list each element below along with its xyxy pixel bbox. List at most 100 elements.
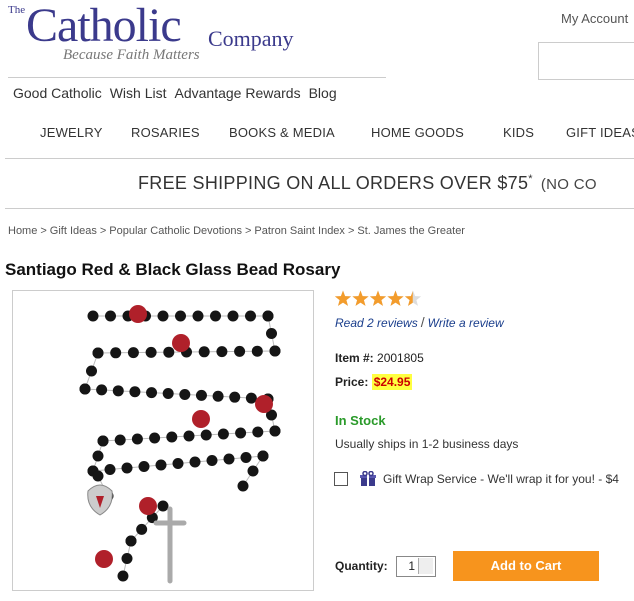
search-box[interactable] xyxy=(538,42,634,80)
breadcrumb-separator: > xyxy=(99,225,107,237)
bead xyxy=(200,429,212,441)
breadcrumb-separator: > xyxy=(244,225,252,237)
bead xyxy=(266,328,277,339)
breadcrumb-separator: > xyxy=(40,225,47,237)
bead xyxy=(223,453,235,465)
star-filled xyxy=(334,290,352,306)
top-link[interactable]: Advantage Rewards xyxy=(174,85,301,101)
top-link[interactable]: Good Catholic xyxy=(13,85,102,101)
quantity-value: 1 xyxy=(408,559,415,573)
star-filled xyxy=(404,291,413,306)
bead xyxy=(212,390,224,402)
breadcrumb-link[interactable]: Popular Catholic Devotions xyxy=(109,225,242,237)
bead xyxy=(227,310,239,322)
red-bead xyxy=(192,410,210,428)
bead xyxy=(269,425,281,437)
breadcrumb-link[interactable]: Home xyxy=(8,225,38,237)
bead xyxy=(92,450,104,462)
bead xyxy=(245,310,256,322)
bead xyxy=(162,388,174,400)
logo[interactable]: Catholic xyxy=(26,0,182,52)
my-account[interactable]: My Account xyxy=(561,11,629,26)
bead xyxy=(240,452,252,463)
product-image[interactable] xyxy=(12,290,314,591)
bead xyxy=(86,365,97,377)
shipping-note: Usually ships in 1-2 business days xyxy=(335,437,519,451)
nav-item[interactable]: GIFT IDEAS xyxy=(566,125,634,140)
bead xyxy=(121,462,133,474)
bead xyxy=(179,388,191,400)
bead xyxy=(129,386,141,398)
top-link[interactable]: Wish List xyxy=(109,85,167,101)
bead-chain xyxy=(79,305,281,584)
bead xyxy=(172,458,184,469)
bead xyxy=(163,346,175,358)
breadcrumb-link[interactable]: St. James the Greater xyxy=(357,225,465,237)
bead xyxy=(104,464,116,475)
chain xyxy=(130,505,164,542)
logo-suffix: Company xyxy=(208,26,294,51)
bead xyxy=(136,523,148,535)
breadcrumb-separator: > xyxy=(347,225,355,237)
gift-wrap-checkbox[interactable] xyxy=(334,472,348,486)
breadcrumb-link[interactable]: Gift Ideas xyxy=(49,225,97,237)
nav-item[interactable]: HOME GOODS xyxy=(371,125,465,140)
rosary-image xyxy=(79,305,281,584)
bead xyxy=(157,310,169,322)
breadcrumb: Home > Gift Ideas > Popular Catholic Devotio… xyxy=(8,225,465,237)
red-bead xyxy=(129,305,147,323)
chain xyxy=(84,388,269,400)
review-separator: / xyxy=(420,314,425,330)
price: Price: $24.95 xyxy=(335,374,413,390)
bead xyxy=(105,310,116,322)
star-filled xyxy=(352,290,369,306)
banner-text: FREE SHIPPING ON ALL ORDERS OVER $75 xyxy=(138,173,529,193)
star-filled xyxy=(387,290,404,306)
bead xyxy=(131,433,143,445)
bead xyxy=(198,346,210,358)
nav-item[interactable]: ROSARIES xyxy=(131,125,200,140)
bead xyxy=(269,345,281,357)
gift-icon xyxy=(360,471,376,486)
price-label: Price: xyxy=(335,375,369,389)
quantity-spinner[interactable] xyxy=(418,558,433,574)
rating-stars xyxy=(334,290,422,306)
add-to-cart[interactable]: Add to Cart xyxy=(453,551,599,581)
banner-note: (NO CO xyxy=(540,176,597,193)
bead xyxy=(149,432,161,444)
top-links: Good Catholic Wish List Advantage Rewards B… xyxy=(13,85,345,101)
quantity-input[interactable]: 1 xyxy=(396,556,436,577)
red-bead xyxy=(172,334,190,352)
nav-item[interactable]: BOOKS & MEDIA xyxy=(229,125,335,140)
write-review[interactable]: Write a review xyxy=(427,316,504,330)
nav-item[interactable]: JEWELRY xyxy=(40,125,103,140)
banner-mark: * xyxy=(528,173,533,185)
quantity-label: Quantity: xyxy=(335,559,388,573)
bead xyxy=(92,470,104,482)
bead xyxy=(146,512,158,524)
bead xyxy=(192,310,204,322)
bead xyxy=(235,427,247,439)
bead xyxy=(245,392,257,404)
bead xyxy=(145,346,157,358)
nav-item[interactable]: KIDS xyxy=(503,125,535,140)
logo-prefix: The xyxy=(8,4,26,16)
bead xyxy=(146,387,158,399)
bead xyxy=(217,428,229,440)
bead xyxy=(125,535,137,547)
bead xyxy=(117,570,129,582)
breadcrumb-link[interactable]: Patron Saint Index xyxy=(254,225,345,237)
read-reviews[interactable]: Read 2 reviews xyxy=(335,316,418,330)
red-bead xyxy=(95,550,113,568)
bead xyxy=(92,347,104,359)
item-value: 2001805 xyxy=(377,351,424,365)
item-number: Item #: 2001805 xyxy=(335,351,424,365)
item-label: Item #: xyxy=(335,351,374,365)
top-link[interactable]: Blog xyxy=(308,85,337,101)
bead xyxy=(237,480,249,492)
divider xyxy=(8,77,386,78)
bead xyxy=(266,409,277,421)
bead xyxy=(155,459,167,471)
bead xyxy=(262,310,274,322)
